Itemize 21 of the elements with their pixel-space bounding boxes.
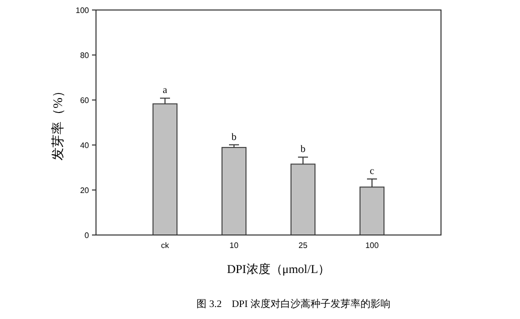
annotation: c [370, 166, 375, 177]
bar [290, 164, 316, 236]
bar [222, 146, 246, 236]
y-tick-label: 20 [80, 186, 90, 195]
annotation: a [162, 85, 168, 96]
annotation: b [300, 144, 306, 156]
y-tick-label: 100 [76, 6, 90, 15]
y-tick-label: 40 [80, 140, 90, 150]
x-tick-label: ck [161, 241, 170, 250]
x-tick-label: 25 [298, 241, 308, 250]
x-axis-title: DPI浓度（μmol/L） [226, 262, 330, 276]
y-axis-title: 发芽率（%） [50, 84, 65, 160]
x-tick-label: 10 [230, 241, 239, 250]
bar [360, 186, 384, 236]
caption: 图 3.2 DPI 浓度对白沙蒿种子发芽率的影响 [196, 298, 390, 310]
x-tick-label: 100 [365, 241, 380, 250]
y-tick-label: 60 [80, 96, 90, 105]
y-tick-label: 0 [84, 230, 90, 240]
bar [152, 103, 178, 236]
annotation: b [232, 132, 236, 143]
y-tick-label: 80 [80, 50, 90, 60]
